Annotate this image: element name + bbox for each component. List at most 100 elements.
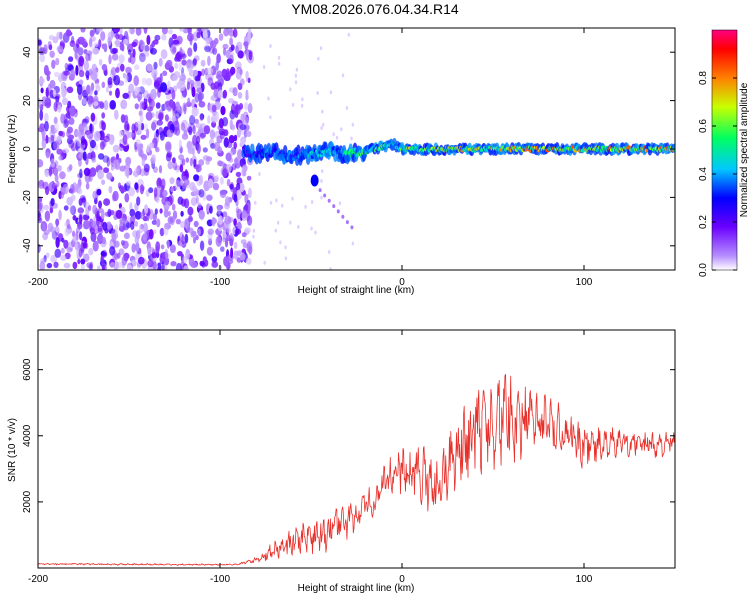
noise-speckle [67, 100, 72, 109]
noise-speckle [166, 239, 170, 249]
noise-speckle [236, 221, 242, 231]
noise-speckle [80, 28, 86, 33]
noise-speckle [70, 69, 76, 79]
noise-speckle [198, 209, 205, 220]
noise-speckle [55, 237, 60, 248]
noise-speckle [245, 78, 249, 82]
noise-speckle [101, 81, 106, 89]
noise-speckle [47, 40, 52, 50]
noise-speckle [247, 103, 253, 114]
colorbar-tick-label: 0.2 [698, 215, 709, 229]
noise-speckle [165, 200, 171, 208]
noise-speckle [41, 138, 47, 150]
noise-speckle [115, 67, 120, 73]
noise-speckle [48, 44, 53, 51]
noise-speckle [45, 87, 49, 98]
noise-speckle [163, 209, 169, 218]
noise-speckle [184, 233, 189, 244]
noise-speckle [72, 215, 77, 221]
noise-speckle [165, 143, 172, 152]
noise-speckle [108, 54, 112, 65]
noise-speckle [239, 78, 245, 86]
noise-speckle [38, 159, 44, 168]
noise-speckle [301, 97, 304, 102]
noise-speckle [225, 152, 232, 162]
noise-speckle [72, 230, 76, 238]
noise-speckle [229, 37, 234, 46]
noise-speckle [53, 71, 60, 78]
snr-plot-area [38, 330, 675, 568]
noise-speckle [93, 101, 99, 107]
noise-speckle [222, 168, 228, 177]
noise-speckle [171, 33, 178, 40]
snr-x-tick-label: -200 [28, 574, 48, 585]
noise-speckle [233, 134, 238, 142]
noise-speckle [120, 186, 125, 194]
noise-speckle [146, 144, 150, 153]
noise-speckle [113, 260, 119, 270]
noise-speckle [267, 96, 270, 101]
noise-speckle [191, 98, 196, 109]
noise-speckle [97, 169, 104, 180]
noise-speckle [126, 180, 132, 186]
noise-speckle [124, 193, 130, 203]
noise-speckle [162, 189, 168, 198]
noise-speckle [54, 173, 59, 183]
noise-speckle [187, 97, 191, 106]
noise-speckle [193, 80, 201, 89]
signal-cell [270, 152, 274, 157]
noise-speckle [74, 241, 78, 251]
noise-speckle [53, 122, 60, 134]
noise-speckle [335, 135, 339, 140]
noise-speckle [89, 123, 95, 134]
noise-speckle [345, 106, 349, 110]
noise-speckle [164, 222, 172, 230]
noise-speckle [262, 65, 266, 69]
noise-speckle [193, 69, 198, 77]
noise-speckle [112, 190, 119, 202]
noise-speckle [233, 241, 238, 250]
noise-speckle [180, 210, 184, 217]
noise-speckle [55, 218, 60, 227]
noise-speckle [211, 114, 218, 124]
colorbar-tick-label: 0.8 [698, 71, 709, 85]
noise-speckle [101, 209, 105, 220]
noise-speckle [43, 229, 50, 235]
noise-speckle [206, 194, 213, 201]
noise-speckle [153, 187, 158, 198]
noise-speckle [103, 135, 110, 143]
noise-speckle [167, 161, 174, 170]
noise-speckle [278, 61, 281, 66]
noise-speckle [68, 139, 75, 149]
noise-speckle [195, 196, 199, 204]
snr-x-axis-label: Height of straight line (km) [298, 583, 415, 594]
noise-speckle [46, 74, 51, 82]
noise-speckle [233, 193, 238, 203]
noise-speckle [151, 121, 157, 131]
noise-speckle [139, 184, 144, 195]
noise-speckle [183, 129, 187, 136]
noise-speckle [50, 158, 55, 168]
noise-speckle [134, 64, 140, 71]
noise-speckle [79, 214, 83, 225]
noise-speckle [322, 122, 325, 127]
noise-speckle [75, 65, 79, 76]
noise-speckle [245, 89, 249, 99]
noise-speckle [110, 164, 114, 171]
noise-speckle [124, 168, 130, 177]
noise-speckle [193, 174, 200, 182]
noise-speckle [173, 161, 178, 171]
noise-speckle [140, 134, 147, 140]
noise-speckle [45, 134, 49, 144]
noise-speckle [212, 182, 220, 191]
noise-speckle [138, 256, 145, 265]
noise-speckle [219, 189, 227, 198]
noise-speckle [89, 261, 94, 270]
noise-speckle [130, 221, 135, 230]
noise-speckle [66, 86, 74, 94]
noise-speckle [108, 134, 115, 146]
noise-speckle [241, 165, 246, 176]
heatmap-y-tick-label: 20 [22, 95, 33, 107]
noise-speckle [192, 58, 197, 66]
noise-speckle [229, 109, 236, 120]
